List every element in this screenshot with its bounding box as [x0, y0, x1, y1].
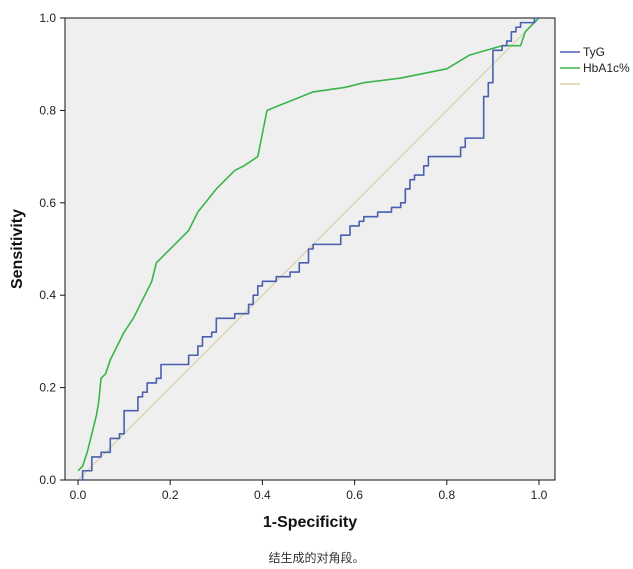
x-tick-label: 0.6 [346, 488, 363, 502]
legend-label: TyG [583, 45, 605, 59]
x-tick-label: 0.2 [162, 488, 179, 502]
x-tick-label: 0.8 [438, 488, 455, 502]
y-tick-label: 0.8 [39, 103, 56, 117]
x-axis: 0.0 0.2 0.4 0.6 0.8 1.0 [70, 480, 548, 502]
legend-label: HbA1c% [583, 61, 630, 75]
y-tick-label: 0.0 [39, 473, 56, 487]
y-axis-title: Sensitivity [9, 209, 26, 289]
y-tick-label: 0.6 [39, 196, 56, 210]
series-line-hba1c [77, 17, 540, 472]
legend: TyG HbA1c% [560, 45, 630, 85]
x-tick-label: 0.0 [70, 488, 87, 502]
series-line-tyg [78, 17, 539, 481]
y-tick-label: 0.4 [39, 288, 56, 302]
x-tick-label: 1.0 [531, 488, 548, 502]
x-tick-label: 0.4 [254, 488, 271, 502]
y-tick-label: 0.2 [39, 381, 56, 395]
roc-chart: 0.0 0.2 0.4 0.6 0.8 1.0 0.0 0.2 0.4 0.6 0.8 1.0 1-… [9, 11, 630, 531]
y-axis: 0.0 0.2 0.4 0.6 0.8 1.0 [39, 11, 65, 487]
x-axis-title: 1-Specificity [263, 514, 357, 531]
caption: 结生成的对角段。 [268, 551, 365, 565]
y-tick-label: 1.0 [39, 11, 56, 25]
series-layer [77, 17, 540, 481]
